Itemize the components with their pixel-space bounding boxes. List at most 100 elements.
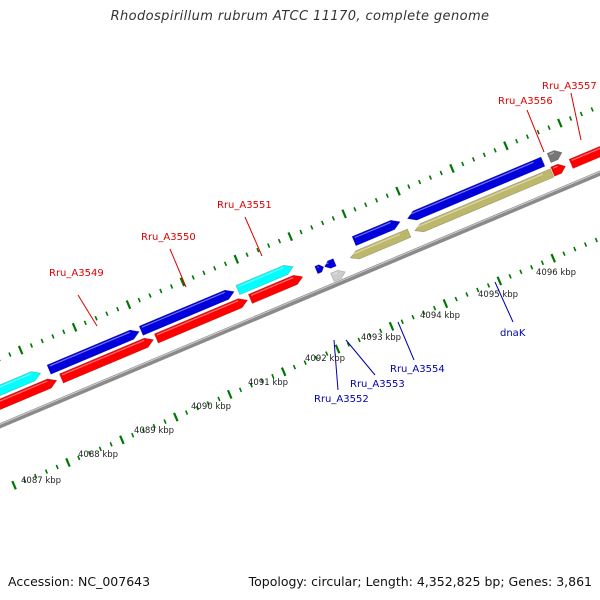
tick-mark: [496, 276, 503, 286]
kbp-label-4088: 4088 kbp: [78, 450, 118, 460]
gene-cyan-1: [0, 371, 42, 417]
tick-mark: [65, 457, 71, 468]
tick-mark: [280, 367, 287, 377]
gene-label-rru-a3549[interactable]: Rru_A3549: [49, 268, 104, 279]
tick-mark: [185, 410, 189, 415]
gene-blue-rru-a3550: [138, 289, 235, 336]
gene-red-rru-a3557-highlight: [571, 128, 600, 161]
tick-mark: [109, 441, 113, 447]
kbp-label-4091: 4091 kbp: [248, 378, 288, 388]
tick-mark: [550, 253, 556, 263]
tick-mark: [191, 275, 195, 280]
tick-mark: [159, 288, 163, 294]
gene-label-rru-a3556[interactable]: Rru_A3556: [498, 96, 553, 107]
tick-mark: [71, 322, 78, 332]
gene-khaki-dnak-highlight: [415, 173, 544, 229]
label-leaders: [77, 92, 582, 391]
gene-label-rru-a3550[interactable]: Rru_A3550: [141, 232, 196, 243]
gene-cyan-1-highlight: [0, 373, 32, 409]
gene-label-rru-a3554[interactable]: Rru_A3554: [390, 364, 445, 375]
gene-blue-rru-a3549-highlight: [49, 331, 131, 367]
tick-mark: [353, 206, 357, 212]
gene-label-dnak[interactable]: dnaK: [500, 328, 526, 339]
tick-mark: [105, 311, 109, 317]
tick-mark: [422, 310, 426, 316]
tick-mark: [256, 247, 260, 253]
tick-mark: [519, 269, 523, 275]
tick-mark: [449, 163, 455, 174]
tick-mark: [206, 401, 210, 406]
tick-mark: [51, 334, 55, 339]
tick-mark: [442, 299, 449, 309]
tick-mark: [341, 209, 347, 219]
tick-mark: [465, 292, 469, 297]
leader-line: [345, 339, 376, 376]
tick-mark: [8, 352, 12, 357]
tick-mark: [594, 237, 598, 243]
kbp-label-4087: 4087 kbp: [21, 476, 61, 486]
tick-mark: [547, 125, 551, 130]
tick-mark: [213, 265, 217, 271]
gene-khaki-rru-a3554-highlight: [350, 233, 401, 256]
kbp-label-4089: 4089 kbp: [134, 426, 174, 436]
tick-mark: [44, 469, 49, 474]
tick-mark: [385, 193, 389, 199]
gene-label-rru-a3557[interactable]: Rru_A3557: [542, 81, 597, 92]
tick-mark: [569, 116, 573, 121]
gene-label-rru-a3551[interactable]: Rru_A3551: [217, 200, 272, 211]
tick-mark: [325, 351, 329, 356]
tick-mark: [562, 251, 566, 256]
gene-lightgray-rru-a3552: [330, 269, 346, 282]
tick-mark: [77, 455, 81, 461]
tick-mark: [11, 480, 17, 490]
gene-red-rru-a3549-highlight: [61, 339, 145, 376]
tick-mark: [226, 389, 233, 399]
kbp-label-4095: 4095 kbp: [478, 290, 518, 300]
tick-mark: [34, 473, 38, 479]
tick-mark: [454, 296, 458, 302]
gene-blue-rru-a3549: [46, 329, 140, 375]
tick-mark: [62, 329, 66, 335]
tick-mark: [515, 138, 519, 144]
tick-mark: [83, 320, 87, 326]
tick-mark: [411, 314, 415, 320]
gene-red-rru-a3549: [59, 337, 155, 384]
tick-mark: [292, 364, 297, 370]
tick-mark: [260, 378, 264, 384]
tick-mark: [94, 315, 98, 321]
tick-mark: [439, 170, 443, 176]
gene-blue-small-2-highlight: [325, 262, 329, 265]
leader-line: [169, 248, 187, 288]
tick-mark: [249, 382, 253, 388]
leader-line: [570, 92, 582, 141]
genome-backbone: [0, 170, 600, 429]
tick-mark: [163, 419, 167, 424]
gene-label-rru-a3552[interactable]: Rru_A3552: [314, 394, 369, 405]
tick-mark: [557, 118, 563, 128]
gene-features: [0, 126, 600, 429]
gene-label-rru-a3553[interactable]: Rru_A3553: [350, 379, 405, 390]
tick-mark: [388, 321, 395, 331]
tick-mark: [334, 344, 341, 354]
gene-blue-small-2: [324, 258, 337, 269]
gene-blue-rru-a3550-highlight: [141, 291, 225, 328]
kbp-label-4094: 4094 kbp: [420, 311, 460, 321]
tick-mark: [23, 478, 27, 483]
tick-mark: [55, 464, 59, 470]
lower-tick-track: [11, 237, 598, 490]
genome-title: Rhodospirillum rubrum ATCC 11170, comple…: [110, 9, 490, 24]
tick-mark: [87, 451, 92, 456]
gene-blue-dnak-upper: [406, 156, 546, 221]
kbp-label-4090: 4090 kbp: [191, 402, 231, 412]
gene-red-rru-a3551-highlight: [250, 276, 294, 296]
tick-mark: [29, 343, 34, 348]
backbone-highlight: [0, 171, 600, 425]
leader-line: [77, 294, 98, 327]
tick-mark: [433, 305, 437, 311]
tick-mark: [223, 261, 228, 267]
gene-blue-small-highlight: [317, 266, 319, 269]
gene-red-1-highlight: [0, 380, 48, 421]
tick-mark: [173, 412, 179, 422]
tick-mark: [148, 293, 152, 298]
